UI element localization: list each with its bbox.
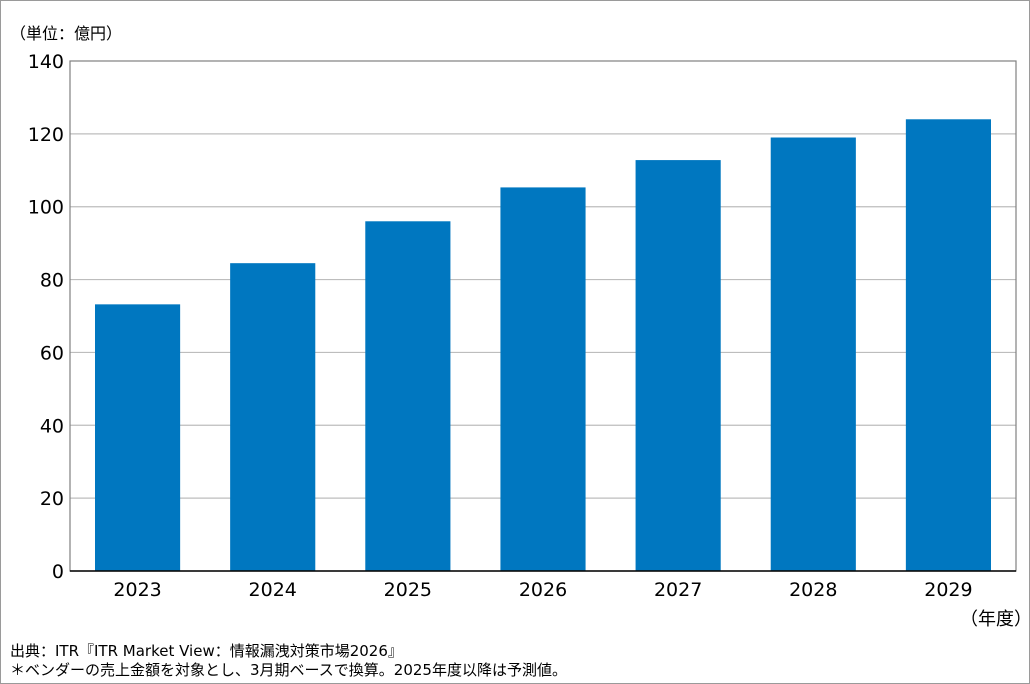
y-axis-unit-label: （単位：億円） bbox=[10, 24, 123, 43]
x-tick-label: 2028 bbox=[789, 579, 837, 601]
x-tick-label: 2029 bbox=[924, 579, 972, 601]
y-tick-label: 140 bbox=[28, 51, 64, 73]
x-tick-label: 2024 bbox=[249, 579, 297, 601]
bar-2026 bbox=[500, 187, 586, 571]
x-tick-label: 2026 bbox=[519, 579, 567, 601]
bar-2025 bbox=[365, 221, 451, 572]
y-tick-label: 40 bbox=[40, 415, 64, 437]
x-axis-unit-label: （年度） bbox=[960, 609, 1030, 630]
bar-2023 bbox=[95, 304, 181, 571]
bar-2027 bbox=[635, 160, 721, 572]
x-tick-label: 2027 bbox=[654, 579, 702, 601]
y-tick-label: 60 bbox=[40, 342, 64, 364]
bar-2029 bbox=[905, 119, 991, 572]
source-note: 出典：ITR『ITR Market View：情報漏洩対策市場2026』 bbox=[10, 642, 403, 660]
bar-2024 bbox=[230, 263, 316, 571]
y-tick-label: 0 bbox=[52, 561, 64, 583]
y-tick-label: 20 bbox=[40, 488, 64, 510]
y-tick-label: 120 bbox=[28, 124, 64, 146]
x-tick-label: 2025 bbox=[384, 579, 432, 601]
footnote: ＊ベンダーの売上金額を対象とし、3月期ベースで換算。2025年度以降は予測値。 bbox=[10, 661, 567, 679]
x-tick-label: 2023 bbox=[113, 579, 161, 601]
y-tick-label: 100 bbox=[28, 197, 64, 219]
y-tick-label: 80 bbox=[40, 270, 64, 292]
bar-2028 bbox=[770, 137, 856, 571]
